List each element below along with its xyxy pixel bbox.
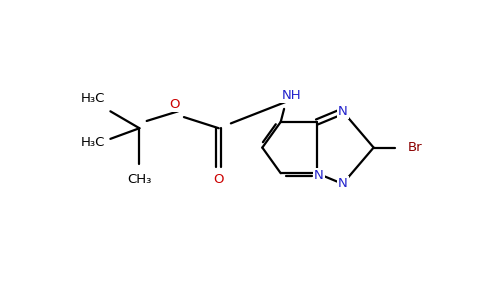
Text: O: O (169, 98, 180, 110)
Text: Br: Br (408, 141, 422, 154)
Text: H₃C: H₃C (81, 92, 105, 105)
Text: O: O (213, 172, 224, 185)
Text: NH: NH (282, 89, 301, 102)
Text: N: N (338, 177, 348, 190)
Text: H₃C: H₃C (81, 136, 105, 149)
Text: CH₃: CH₃ (127, 172, 151, 185)
Text: N: N (314, 169, 324, 182)
Text: N: N (338, 105, 348, 118)
